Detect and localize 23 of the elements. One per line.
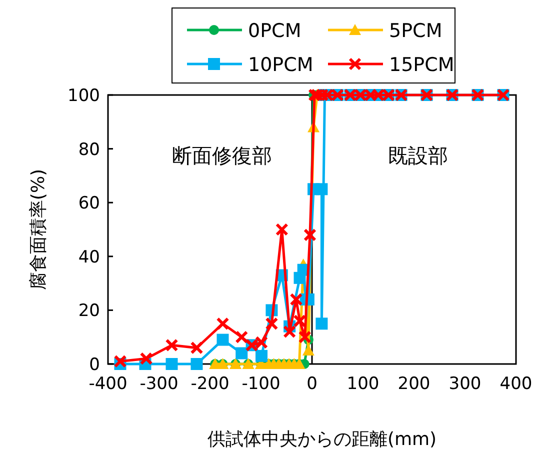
y-tick-label: 0 <box>89 355 100 375</box>
y-tick-label: 60 <box>78 194 100 214</box>
y-tick-label: 80 <box>78 140 100 160</box>
x-tick-label: -400 <box>88 374 128 394</box>
x-tick-label: 100 <box>346 374 380 394</box>
x-tick-label: -100 <box>242 374 280 394</box>
legend-label: 10PCM <box>248 54 314 76</box>
x-tick-label: 300 <box>448 374 482 394</box>
x-tick-label: 200 <box>398 374 430 394</box>
x-tick-label: 0 <box>306 374 318 394</box>
annotation: 既設部 <box>388 143 448 168</box>
annotation: 断面修復部 <box>172 143 272 168</box>
x-tick-label: -300 <box>140 374 178 394</box>
y-tick-label: 20 <box>78 301 100 322</box>
legend-label: 15PCM <box>389 54 454 76</box>
x-axis-title: 供試体中央からの距離(mm) <box>207 429 437 450</box>
legend-label: 0PCM <box>248 20 302 42</box>
x-tick-label: 400 <box>500 374 532 394</box>
y-tick-label: 100 <box>68 86 100 106</box>
legend-label: 5PCM <box>389 20 442 42</box>
y-tick-label: 40 <box>78 247 100 268</box>
y-axis-title: 腐食面積率(%) <box>28 168 49 290</box>
x-tick-label: -200 <box>190 374 230 394</box>
